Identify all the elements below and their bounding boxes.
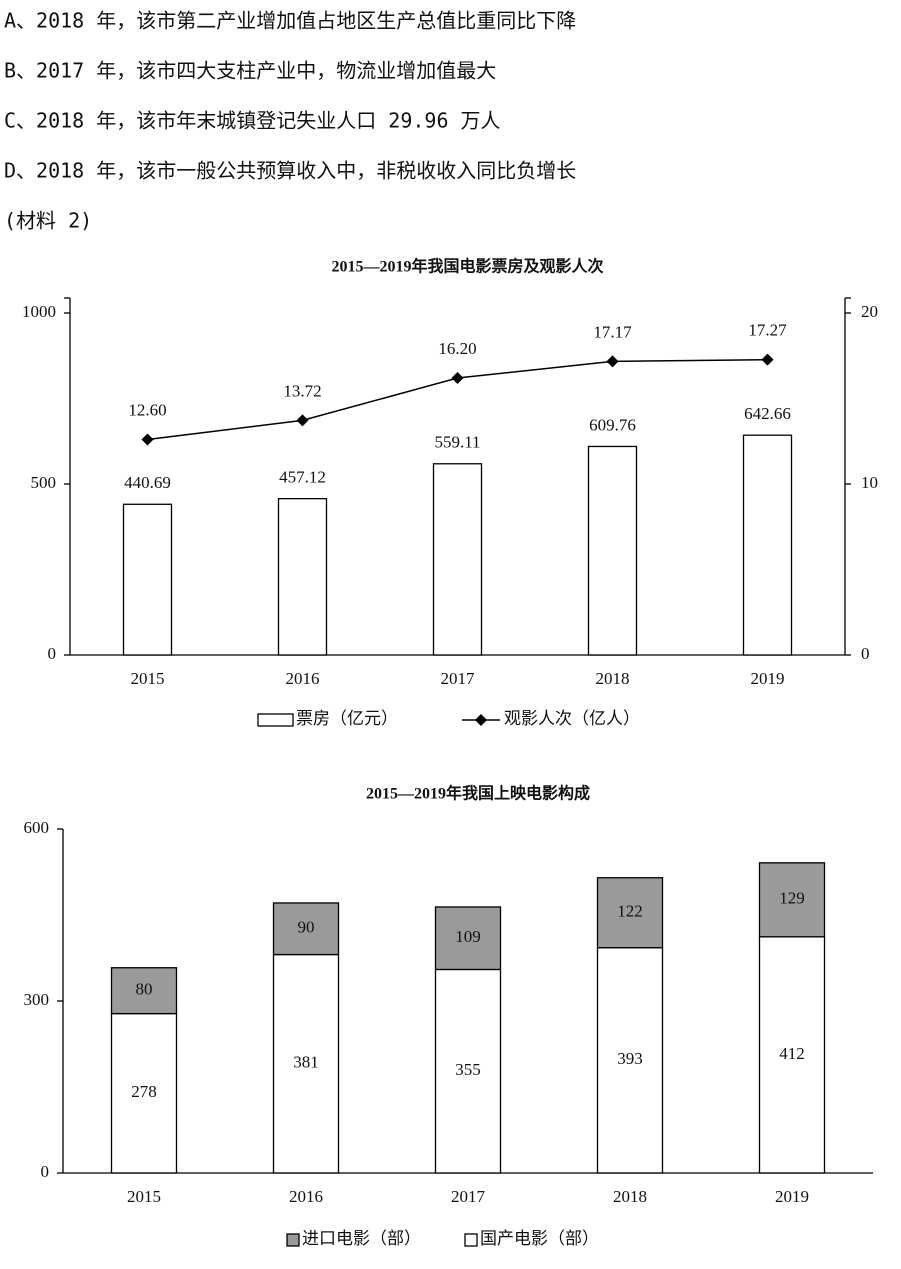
y-tick-label: 300 <box>24 990 50 1009</box>
marker <box>141 433 154 446</box>
x-tick-label: 2019 <box>751 669 785 688</box>
data-label: 80 <box>136 980 153 999</box>
bar-segment <box>110 1012 178 1174</box>
marker <box>761 353 774 366</box>
option: A、2018 年，该市第二产业增加值占地区生产总值比重同比下降 <box>4 9 576 33</box>
x-tick-label: 2017 <box>451 1187 486 1206</box>
bar <box>432 463 483 656</box>
data-label: 129 <box>779 889 805 908</box>
data-label: 122 <box>617 902 643 921</box>
x-tick-label: 2017 <box>441 669 476 688</box>
data-label: 412 <box>779 1044 805 1063</box>
x-tick-label: 2015 <box>131 669 165 688</box>
option: C、2018 年，该市年末城镇登记失业人口 29.96 万人 <box>4 109 501 133</box>
data-label: 642.66 <box>744 404 791 423</box>
bar-segment <box>758 862 826 938</box>
y-tick-label: 1000 <box>22 302 56 321</box>
data-label: 393 <box>617 1049 643 1068</box>
legend-label: 观影人次（亿人） <box>504 709 640 728</box>
data-label: 381 <box>293 1053 319 1072</box>
data-label: 440.69 <box>124 473 171 492</box>
bar-segment <box>596 877 664 949</box>
legend-label: 票房（亿元） <box>296 709 398 728</box>
data-label: 355 <box>455 1060 481 1079</box>
data-label: 17.17 <box>593 322 632 341</box>
chart-title: 2015—2019年我国电影票房及观影人次 <box>331 257 603 276</box>
material-label: (材料 2) <box>4 209 92 233</box>
data-label: 109 <box>455 927 481 946</box>
line <box>147 358 768 441</box>
bar-segment <box>272 953 340 1174</box>
marker <box>296 414 309 427</box>
bar-segment <box>110 967 178 1015</box>
y2-tick-label: 20 <box>861 302 878 321</box>
bar-segment <box>272 902 340 956</box>
bar-segment <box>434 906 502 971</box>
x-tick-label: 2016 <box>289 1187 323 1206</box>
marker <box>606 355 619 368</box>
y-tick-label: 600 <box>24 818 50 837</box>
legend-swatch <box>464 1233 478 1247</box>
marker <box>451 371 464 384</box>
data-label: 559.11 <box>434 433 480 452</box>
bar <box>742 434 793 656</box>
option: D、2018 年，该市一般公共预算收入中，非税收收入同比负增长 <box>4 159 576 183</box>
bar <box>277 498 328 656</box>
x-tick-label: 2018 <box>613 1187 647 1206</box>
data-label: 16.20 <box>438 339 476 358</box>
y-tick-label: 500 <box>31 473 57 492</box>
legend-marker <box>475 714 487 726</box>
x-tick-label: 2016 <box>286 669 320 688</box>
y2-tick-label: 0 <box>861 644 870 663</box>
y-tick-label: 0 <box>48 644 57 663</box>
data-label: 90 <box>298 918 315 937</box>
data-label: 17.27 <box>748 321 787 340</box>
bar <box>122 503 173 656</box>
legend-swatch <box>257 713 294 727</box>
legend-swatch <box>286 1233 300 1247</box>
data-label: 609.76 <box>589 415 636 434</box>
legend-label: 进口电影（部） <box>302 1229 421 1248</box>
x-tick-label: 2015 <box>127 1187 161 1206</box>
bar <box>587 445 638 656</box>
y-tick-label: 0 <box>41 1162 50 1181</box>
data-label: 12.60 <box>128 400 166 419</box>
chart-title: 2015—2019年我国上映电影构成 <box>366 784 590 803</box>
x-tick-label: 2019 <box>775 1187 809 1206</box>
x-tick-label: 2018 <box>596 669 630 688</box>
data-label: 13.72 <box>283 381 321 400</box>
bar-segment <box>434 968 502 1174</box>
y2-tick-label: 10 <box>861 473 878 492</box>
data-label: 457.12 <box>279 468 326 487</box>
option: B、2017 年，该市四大支柱产业中，物流业增加值最大 <box>4 59 496 83</box>
legend-label: 国产电影（部） <box>480 1229 599 1248</box>
data-label: 278 <box>131 1082 157 1101</box>
bar-segment <box>758 936 826 1174</box>
